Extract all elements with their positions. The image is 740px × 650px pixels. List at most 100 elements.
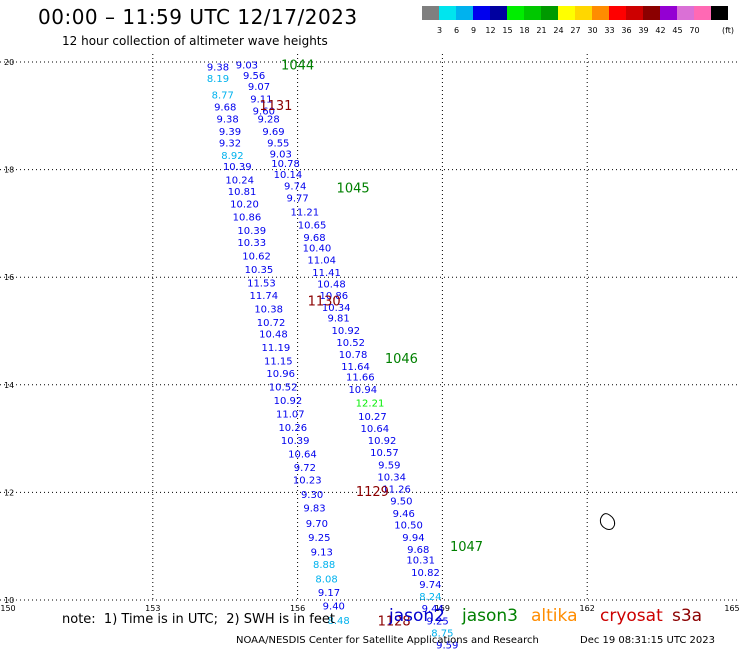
pass-time-label: 1129 [356, 485, 389, 500]
wave-height-label: 9.59 [378, 460, 400, 471]
wave-height-label: 9.55 [267, 139, 289, 150]
footer-note: note: 1) Time is in UTC; 2) SWH is in fe… [62, 612, 335, 627]
scale-swatch [490, 6, 507, 20]
wave-height-label: 8.75 [431, 628, 453, 639]
wave-height-label: 9.70 [306, 519, 328, 530]
wave-height-label: 10.34 [322, 303, 351, 314]
legend-item-altika: altika [531, 606, 578, 626]
wave-height-label: 8.77 [212, 90, 234, 101]
wave-height-label: 8.19 [207, 74, 229, 85]
wave-height-label: 9.68 [407, 545, 429, 556]
wave-height-label: 10.62 [242, 252, 271, 263]
scale-swatch [558, 6, 575, 20]
scale-label: 12 [485, 26, 496, 35]
wave-height-label: 11.74 [249, 291, 278, 302]
wave-height-label: 9.44 [422, 604, 444, 615]
wave-height-label: 9.38 [216, 114, 238, 125]
wave-height-label: 10.81 [228, 187, 257, 198]
wave-height-label: 10.96 [266, 369, 295, 380]
wave-height-label: 11.41 [312, 268, 341, 279]
wave-height-label: 10.65 [298, 220, 327, 231]
scale-label: 18 [519, 26, 530, 35]
pass-time-label: 1130 [308, 294, 341, 309]
wave-height-label: 9.74 [419, 580, 441, 591]
wave-height-label: 9.17 [318, 588, 340, 599]
wave-height-label: 10.78 [271, 159, 300, 170]
wave-height-label: 9.38 [207, 62, 229, 73]
pass-time-label: 1044 [281, 59, 314, 74]
page-subtitle: 12 hour collection of altimeter wave hei… [62, 34, 328, 48]
wave-height-label: 11.19 [262, 343, 291, 354]
scale-label: 3 [436, 26, 443, 35]
wave-height-label: 11.53 [247, 279, 276, 290]
wave-height-label: 9.83 [303, 503, 325, 514]
wave-height-label: 11.66 [346, 373, 375, 384]
lon-tick-label: 156 [290, 604, 305, 613]
wave-height-label: 10.26 [278, 423, 307, 434]
wave-height-label: 10.57 [370, 448, 399, 459]
wave-height-label: 9.13 [311, 548, 333, 559]
scale-swatch [643, 6, 660, 20]
wave-height-label: 9.74 [284, 182, 306, 193]
lon-tick-label: 150 [0, 604, 15, 613]
scale-swatch [439, 6, 456, 20]
wave-height-label: 10.82 [411, 568, 440, 579]
wave-height-label: 9.30 [301, 490, 323, 501]
wave-height-label: 9.81 [327, 314, 349, 325]
scale-swatch [456, 6, 473, 20]
scale-swatch [660, 6, 677, 20]
lat-tick-label: 18 [4, 166, 14, 175]
scale-label: 24 [553, 26, 564, 35]
scale-swatch [541, 6, 558, 20]
scale-label: 15 [502, 26, 513, 35]
wave-height-label: 12.21 [356, 399, 385, 410]
lon-tick-label: 162 [580, 604, 595, 613]
pass-time-label: 1131 [259, 99, 292, 114]
scale-label: 9 [470, 26, 477, 35]
wave-height-label: 8.08 [315, 574, 337, 585]
scale-label: 27 [570, 26, 581, 35]
wave-height-label: 10.78 [339, 350, 368, 361]
footer-credit: NOAA/NESDIS Center for Satellite Applica… [236, 635, 539, 646]
lat-tick-label: 16 [4, 273, 14, 282]
wave-height-label: 9.03 [270, 149, 292, 160]
scale-swatch [507, 6, 524, 20]
wave-height-label: 8.88 [313, 560, 335, 571]
wave-height-label: 11.15 [264, 357, 293, 368]
wave-height-label: 10.92 [332, 326, 361, 337]
wave-height-label: 10.92 [274, 396, 303, 407]
lat-tick-label: 14 [4, 381, 14, 390]
wave-height-label: 10.86 [233, 212, 262, 223]
legend-item-jason2: jason2 [389, 606, 445, 626]
scale-swatch [524, 6, 541, 20]
pass-time-label: 1046 [385, 352, 418, 367]
wave-height-label: 8.48 [327, 616, 349, 627]
wave-height-label: 10.72 [257, 318, 286, 329]
wave-height-label: 10.38 [254, 304, 283, 315]
scale-label: 33 [604, 26, 615, 35]
lat-tick-label: 20 [4, 58, 14, 67]
wave-height-label: 9.46 [393, 509, 415, 520]
wave-height-label: 10.31 [406, 556, 435, 567]
wave-height-label: 10.24 [225, 175, 254, 186]
wave-height-label: 8.92 [221, 151, 243, 162]
wave-height-label: 10.35 [245, 265, 274, 276]
pass-time-label: 1128 [378, 614, 411, 629]
scale-swatch [473, 6, 490, 20]
scale-label: 39 [638, 26, 649, 35]
wave-height-label: 10.27 [358, 412, 387, 423]
wave-height-label: 11.04 [307, 255, 336, 266]
wave-height-label: 10.92 [368, 436, 397, 447]
wave-height-label: 10.34 [377, 472, 406, 483]
wave-height-label: 9.32 [219, 139, 241, 150]
wave-height-label: 9.60 [253, 106, 275, 117]
wave-height-label: 9.77 [286, 194, 308, 205]
scale-label: 36 [621, 26, 632, 35]
wave-height-label: 9.72 [294, 463, 316, 474]
scale-label: 42 [655, 26, 666, 35]
wave-height-label: 8.24 [419, 592, 441, 603]
wave-height-label: 9.39 [219, 127, 241, 138]
page-title: 00:00 – 11:59 UTC 12/17/2023 [38, 5, 358, 29]
scale-swatch [677, 6, 694, 20]
lon-tick-label: 153 [145, 604, 160, 613]
